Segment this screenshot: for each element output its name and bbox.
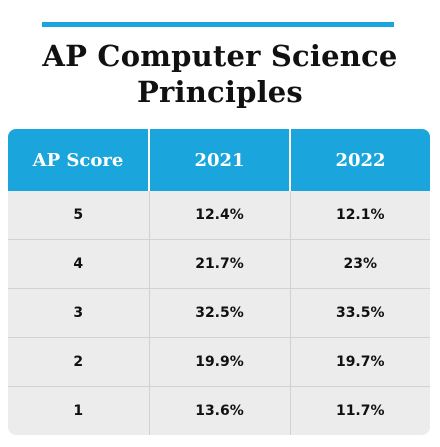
score-cell: 3 [8,288,149,338]
value-2021-cell: 21.7% [148,239,290,289]
score-cell: 2 [8,337,149,387]
value-2021-cell: 13.6% [148,386,290,435]
header-ap-score: AP Score [8,129,149,191]
value-2022-cell: 23% [289,239,430,289]
value-2022-cell: 19.7% [289,337,430,387]
score-distribution-table: AP Score 2021 2022 5 12.4% 12.1% 4 21.7%… [8,129,430,435]
score-cell: 5 [73,207,84,223]
table-row: 2 19.9% 19.7% [8,337,430,387]
value-2022-cell: 11.7% [289,386,430,435]
value-2022-cell: 12.1% [289,191,430,240]
table-row: 4 21.7% 23% [8,239,430,289]
header-2022: 2022 [289,129,430,191]
page-title: AP Computer Science Principles [0,38,440,110]
title-line-1: AP Computer Science [42,39,398,73]
score-table-container: AP Score 2021 2022 5 12.4% 12.1% 4 21.7%… [8,129,430,435]
value-2021-cell: 12.4% [148,191,290,240]
value-2021-cell: 32.5% [148,288,290,338]
value-2021-cell: 19.9% [148,337,290,387]
title-accent-rule [42,22,394,27]
score-cell: 1 [8,386,149,435]
table-row: 1 13.6% 11.7% [8,386,430,435]
header-2021: 2021 [148,129,290,191]
table-header-row: AP Score 2021 2022 [8,129,430,191]
score-cell: 4 [8,239,149,289]
value-2022-cell: 33.5% [289,288,430,338]
title-line-2: Principles [137,75,303,109]
table-row: 5 12.4% 12.1% [8,191,430,240]
table-row: 3 32.5% 33.5% [8,288,430,338]
